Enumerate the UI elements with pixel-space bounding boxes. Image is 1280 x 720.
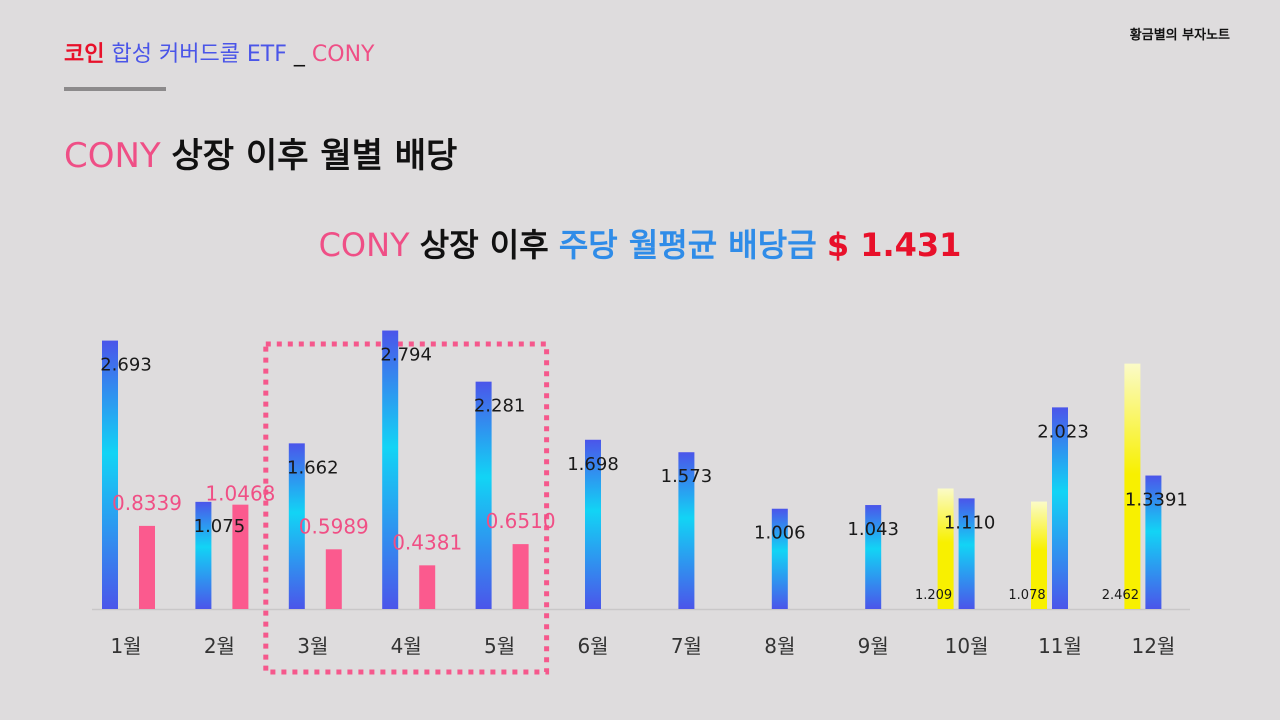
label-yellow-10: 1.209 (915, 588, 952, 603)
brand-label: 황금별의 부자노트 (1129, 28, 1230, 43)
x-tick-label-6: 6월 (577, 634, 608, 658)
bar-blue-6 (585, 439, 601, 609)
bar-pink-2 (232, 504, 249, 609)
label-blue-7: 1.573 (661, 466, 713, 487)
page-title-rest: 상장 이후 월별 배당 (171, 136, 458, 176)
label-blue-8: 1.006 (754, 523, 806, 544)
subtitle-part2: 상장 이후 (419, 226, 549, 264)
bar-blue-4 (382, 330, 399, 609)
label-blue-4: 2.794 (380, 345, 432, 366)
x-tick-label-2: 2월 (204, 634, 235, 658)
label-yellow-12: 2.462 (1102, 588, 1139, 603)
chart-subtitle: CONY 상장 이후 주당 월평균 배당금 $ 1.431 (0, 220, 1280, 266)
header-underline (64, 87, 166, 91)
x-tick-label-10: 10월 (945, 634, 989, 658)
label-blue-6: 1.698 (567, 454, 619, 475)
x-tick-label-8: 8월 (764, 634, 795, 658)
bar-pink-4 (419, 565, 436, 609)
label-blue-9: 1.043 (847, 519, 899, 540)
label-blue-11: 2.023 (1037, 421, 1089, 442)
header-part-etf: 합성 커버드콜 ETF (111, 42, 287, 67)
bar-yellow-11 (1031, 501, 1047, 609)
label-pink-1: 0.8339 (112, 491, 182, 515)
bar-blue-1 (102, 340, 118, 609)
x-tick-label-7: 7월 (671, 634, 702, 658)
label-pink-5: 0.6510 (486, 509, 556, 533)
bar-blue-7 (678, 452, 695, 609)
bar-blue-3 (288, 443, 305, 609)
label-pink-3: 0.5989 (299, 514, 369, 538)
header-part-coin: 코인 (64, 42, 105, 67)
x-tick-label-11: 11월 (1038, 634, 1082, 658)
page-title-ticker: CONY (64, 136, 161, 176)
label-blue-3: 1.662 (287, 457, 339, 478)
highlight-box (263, 341, 550, 675)
bar-pink-3 (325, 549, 342, 609)
x-tick-label-12: 12월 (1131, 634, 1175, 658)
bar-yellow-12 (1124, 363, 1141, 609)
bar-blue-10 (958, 498, 975, 609)
label-blue-5: 2.281 (474, 396, 526, 417)
label-pink-4: 0.4381 (392, 530, 462, 554)
page-title: CONY 상장 이후 월별 배당 (64, 128, 457, 177)
bar-blue-12 (1145, 475, 1162, 609)
x-tick-label-3: 3월 (297, 634, 328, 658)
label-blue-1: 2.693 (100, 355, 152, 376)
header-text: 코인 합성 커버드콜 ETF _ CONY (64, 36, 374, 68)
label-blue-10: 1.110 (944, 512, 996, 533)
bar-yellow-10 (937, 488, 954, 609)
bar-blue-9 (865, 505, 882, 609)
label-blue-12: 1.3391 (1125, 490, 1188, 511)
subtitle-ticker: CONY (318, 226, 410, 264)
x-tick-label-4: 4월 (391, 634, 422, 658)
bar-pink-1 (139, 525, 155, 609)
bar-blue-2 (195, 501, 212, 609)
bar-blue-5 (475, 381, 492, 609)
x-tick-label-9: 9월 (858, 634, 889, 658)
bar-blue-8 (771, 508, 788, 609)
x-tick-label-1: 1월 (110, 634, 141, 658)
label-pink-2: 1.0468 (205, 482, 275, 506)
x-tick-label-5: 5월 (484, 634, 515, 658)
header-part-sep: _ (293, 42, 305, 67)
label-blue-2: 1.075 (194, 516, 246, 537)
bar-pink-5 (512, 544, 529, 609)
header-part-cony: CONY (311, 42, 375, 67)
subtitle-part3: 주당 월평균 배당금 (558, 226, 817, 264)
label-yellow-11: 1.078 (1008, 588, 1045, 603)
bar-blue-11 (1052, 407, 1068, 609)
subtitle-value: $ 1.431 (826, 226, 962, 264)
